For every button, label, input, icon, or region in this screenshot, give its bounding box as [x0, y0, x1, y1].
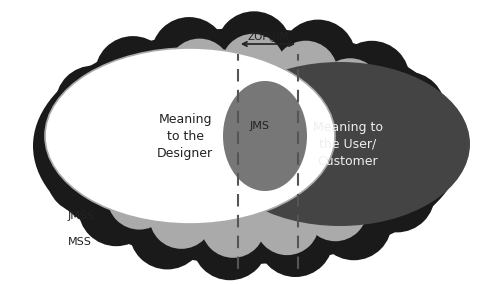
Text: MSS: MSS [68, 237, 92, 247]
Circle shape [88, 79, 152, 143]
Circle shape [192, 204, 268, 280]
Circle shape [274, 41, 338, 105]
Circle shape [78, 170, 154, 246]
Circle shape [318, 58, 382, 122]
Text: ZOP(J)M: ZOP(J)M [247, 32, 289, 42]
Ellipse shape [68, 52, 428, 240]
Circle shape [168, 39, 232, 103]
Ellipse shape [45, 48, 335, 224]
Circle shape [255, 191, 319, 255]
Circle shape [339, 154, 403, 218]
Circle shape [56, 66, 132, 142]
Circle shape [370, 72, 446, 148]
Circle shape [348, 84, 412, 148]
Circle shape [130, 193, 206, 270]
Circle shape [46, 138, 122, 214]
Circle shape [334, 41, 409, 117]
Text: JMS: JMS [250, 121, 270, 131]
Circle shape [359, 156, 435, 232]
Circle shape [95, 36, 171, 112]
Circle shape [81, 139, 145, 203]
Ellipse shape [210, 62, 470, 226]
Circle shape [358, 114, 422, 178]
Circle shape [74, 108, 138, 172]
Circle shape [382, 108, 458, 184]
Circle shape [38, 101, 115, 177]
Circle shape [121, 54, 185, 118]
Circle shape [304, 177, 368, 241]
Circle shape [108, 166, 172, 229]
Circle shape [258, 201, 334, 277]
Text: JMSS: JMSS [68, 211, 95, 221]
Circle shape [151, 17, 227, 93]
Circle shape [280, 20, 356, 96]
Circle shape [216, 11, 292, 87]
Circle shape [201, 194, 265, 258]
Text: Meaning
to the
Designer: Meaning to the Designer [157, 112, 213, 160]
Text: Meaning to
the User/
Customer: Meaning to the User/ Customer [313, 120, 383, 168]
Circle shape [316, 184, 392, 260]
Circle shape [150, 185, 214, 249]
Ellipse shape [33, 28, 463, 264]
Circle shape [221, 34, 285, 98]
Ellipse shape [223, 81, 307, 191]
